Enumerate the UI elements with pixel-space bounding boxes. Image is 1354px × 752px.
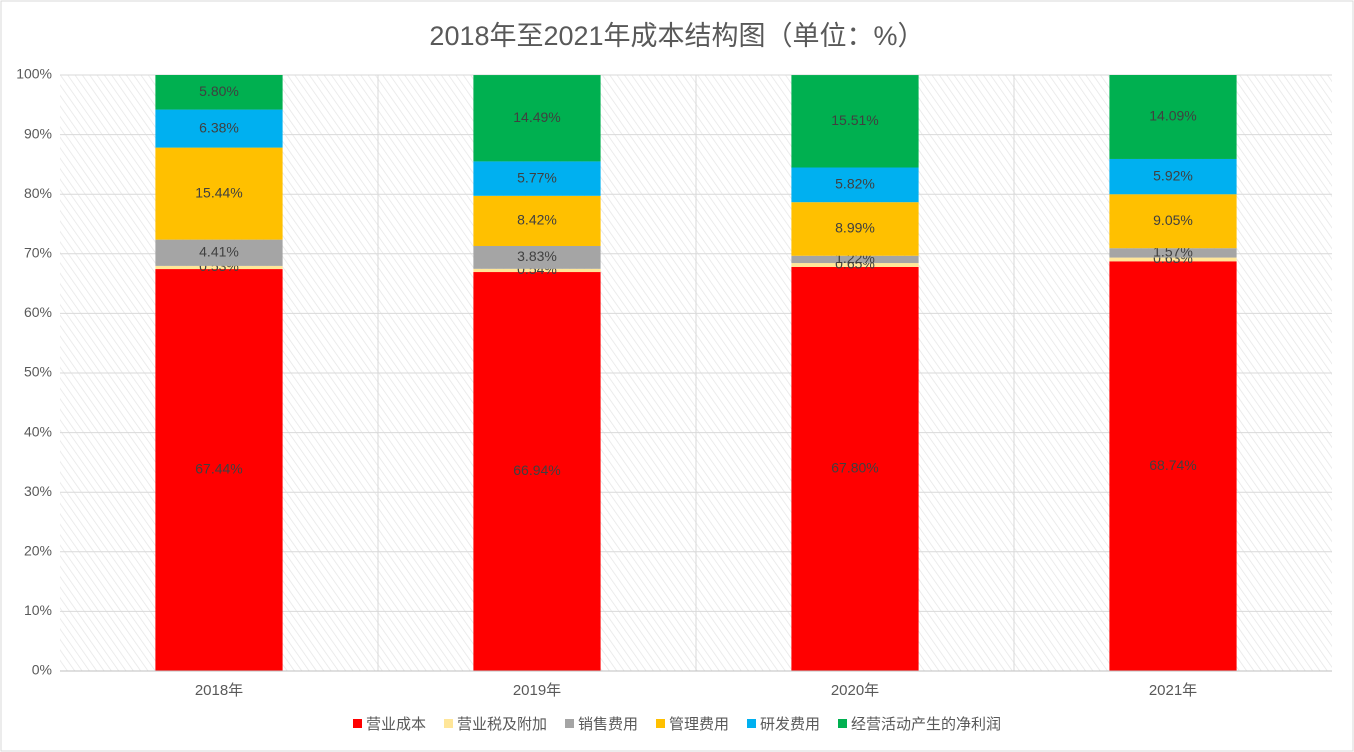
y-tick-label: 60% [24,304,52,320]
y-tick-label: 50% [24,364,52,380]
legend-item: 经营活动产生的净利润 [838,713,1001,734]
bar-segment [155,265,283,270]
bar-segment [1109,257,1237,262]
bar-segment [791,75,919,168]
bar-segment [1109,158,1237,195]
data-label: 66.94% [513,462,560,478]
data-label: 5.92% [1153,167,1193,183]
y-tick-label: 0% [32,662,52,678]
data-label: 5.77% [517,169,557,185]
y-tick-label: 30% [24,483,52,499]
legend-label: 研发费用 [760,716,821,733]
bar-segment [473,161,601,196]
legend-swatch [352,719,362,728]
bar-segment [155,147,283,240]
bar-segment [155,269,283,671]
legend-item: 研发费用 [747,713,820,734]
y-tick-label: 40% [24,423,52,439]
x-tick-label: 2021年 [1149,682,1197,699]
bar-segment [473,272,601,671]
data-label: 8.99% [835,220,875,236]
bar-segment [791,263,919,267]
legend-label: 销售费用 [577,716,638,733]
bar-segment [155,239,283,266]
data-label: 68.74% [1149,457,1196,473]
data-label: 14.49% [513,109,560,125]
legend-label: 营业成本 [365,716,426,733]
y-tick-label: 10% [24,602,52,618]
y-tick-label: 100% [16,66,52,82]
chart-title: 2018年至2021年成本结构图（单位：%） [429,21,924,51]
legend-swatch [838,719,848,728]
data-label: 15.44% [195,184,242,200]
y-tick-label: 90% [24,125,52,141]
bar-segment [1109,248,1237,258]
data-label: 3.83% [517,248,557,264]
x-tick-label: 2019年 [513,682,561,699]
data-label: 67.80% [831,460,878,476]
x-tick-label: 2018年 [195,682,243,699]
data-label: 5.82% [835,176,875,192]
legend-label: 营业税及附加 [456,716,547,733]
data-label: 4.41% [199,243,239,259]
bar-segment [791,266,919,671]
legend-swatch [564,719,574,728]
legend-item: 管理费用 [656,713,729,734]
legend-item: 营业税及附加 [443,713,547,734]
data-label: 14.09% [1149,108,1196,124]
legend-label: 管理费用 [669,716,730,733]
legend-item: 营业成本 [352,713,426,734]
legend: 营业成本 营业税及附加 销售费用 管理费用 研发费用 经营活动产生的净利润 [0,713,1354,734]
data-label: 8.42% [517,212,557,228]
bar-segment [473,195,601,246]
data-label: 5.80% [199,83,239,99]
bar-segment [473,75,601,162]
legend-swatch [443,719,453,728]
data-label: 6.38% [199,119,239,135]
legend-item: 销售费用 [564,713,638,734]
bar-segment [473,245,601,269]
bar-segment [1109,75,1237,159]
data-label: 67.44% [195,461,242,477]
bar-segment [791,167,919,203]
bar-segment [1109,194,1237,249]
x-tick-label: 2020年 [831,682,879,699]
legend-label: 经营活动产生的净利润 [851,716,1002,733]
bar-segment [791,202,919,256]
bar-segment [1109,261,1237,671]
legend-swatch [747,719,757,728]
bar-segment [791,255,919,264]
y-tick-label: 80% [24,185,52,201]
bar-segment [155,109,283,148]
legend-swatch [656,719,665,728]
bar-segment [155,75,283,110]
data-label: 9.05% [1153,212,1193,228]
data-label: 15.51% [831,112,878,128]
bar-segment [473,268,601,273]
y-tick-label: 70% [24,245,52,261]
y-tick-label: 20% [24,543,52,559]
